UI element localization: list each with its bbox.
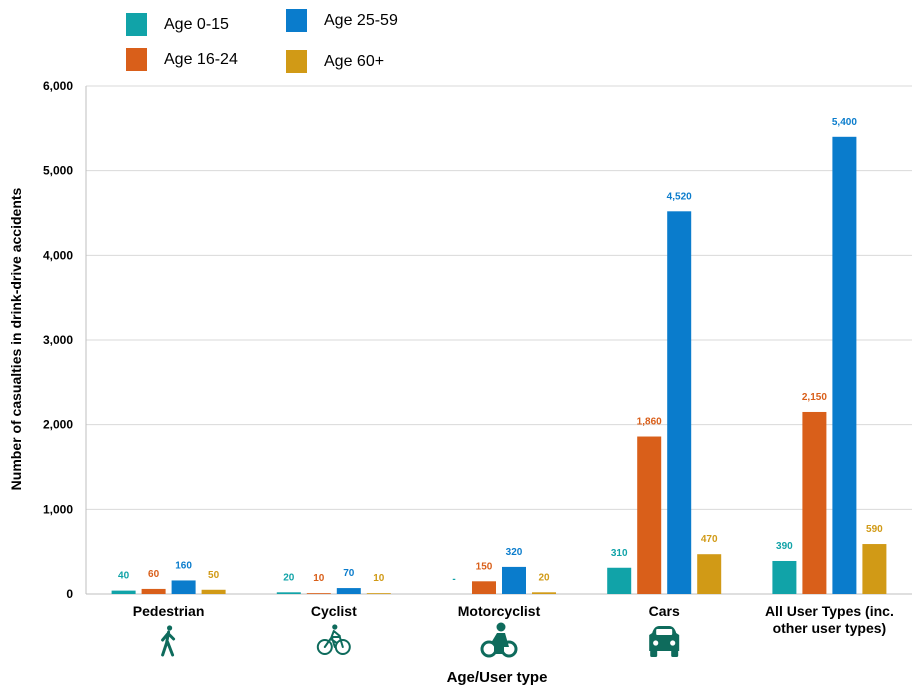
bar [366,593,391,594]
bar [111,590,136,594]
data-label: 150 [476,561,493,572]
bar [802,411,827,594]
data-label: 20 [538,572,550,583]
legend-label: Age 0-15 [164,15,229,33]
y-tick-labels: 0 1,000 2,000 3,000 4,000 5,000 6,000 [43,79,73,601]
bar [532,592,556,594]
motorcyclist-icon [480,622,518,658]
data-label: 20 [283,572,295,583]
category-label: Cars [649,603,680,619]
bar [201,589,226,594]
bar [336,588,361,594]
cyclist-icon [316,624,351,655]
bar [306,593,331,594]
gridlines [85,85,912,595]
y-tick-label: 2,000 [43,418,73,432]
data-label: 4,520 [667,191,692,202]
data-label: 1,860 [637,417,662,428]
bar [637,436,662,594]
legend: Age 0-15 Age 16-24 Age 25-59 Age 60+ [0,0,915,80]
y-tick-label: 0 [66,587,73,601]
bar [607,567,632,594]
data-label: 10 [373,573,385,584]
bar [141,588,166,594]
data-label: 470 [701,534,718,545]
data-label: 60 [148,569,160,580]
category-label: All User Types (inc. [765,603,894,619]
y-tick-label: 4,000 [43,248,73,262]
data-label: 590 [866,524,883,535]
y-tick-label: 5,000 [43,164,73,178]
bar [832,136,857,595]
data-label: 310 [611,548,628,559]
data-label: 2,150 [802,392,827,403]
y-axis-title: Number of casualties in drink-drive acci… [8,187,24,490]
x-axis-title: Age/User type [447,669,548,686]
legend-swatch [286,9,307,32]
bar [276,592,301,594]
pedestrian-icon [161,625,176,657]
category-label: Pedestrian [133,603,205,619]
data-label: 320 [506,547,523,558]
y-tick-label: 3,000 [43,333,73,347]
data-label: 5,400 [832,117,857,128]
bar [772,560,797,594]
bar [667,211,692,594]
data-label: - [452,574,455,585]
legend-item-age-25-59: Age 25-59 [286,9,398,32]
legend-swatch [286,50,307,73]
y-tick-label: 6,000 [43,79,73,93]
bar [472,581,496,594]
legend-item-age-0-15: Age 0-15 [126,13,229,36]
legend-item-age-16-24: Age 16-24 [126,48,238,71]
legend-swatch [126,48,147,71]
bars [111,136,887,595]
data-label: 50 [208,570,220,581]
category-icons [161,622,680,658]
category-label: Motorcyclist [458,603,541,619]
legend-item-age-60-plus: Age 60+ [286,50,384,73]
category-label: other user types) [773,620,887,636]
data-labels: 40 60 160 50 20 10 70 10 - 150 320 20 310 1,860 4,520 4… [118,117,883,585]
data-label: 70 [343,568,355,579]
data-label: 40 [118,571,130,582]
bar [697,554,722,594]
legend-label: Age 60+ [324,52,385,70]
data-label: 160 [175,560,192,571]
category-label: Cyclist [311,603,357,619]
data-label: 10 [313,573,325,584]
bar [171,580,196,594]
legend-swatch [126,13,147,36]
bar [502,566,526,594]
y-tick-label: 1,000 [43,502,73,516]
category-labels: Pedestrian Cyclist Motorcyclist Cars All Use… [133,603,894,636]
bar [862,544,887,594]
legend-label: Age 16-24 [164,50,238,68]
legend-label: Age 25-59 [324,11,398,29]
car-icon [649,626,680,657]
data-label: 390 [776,541,793,552]
